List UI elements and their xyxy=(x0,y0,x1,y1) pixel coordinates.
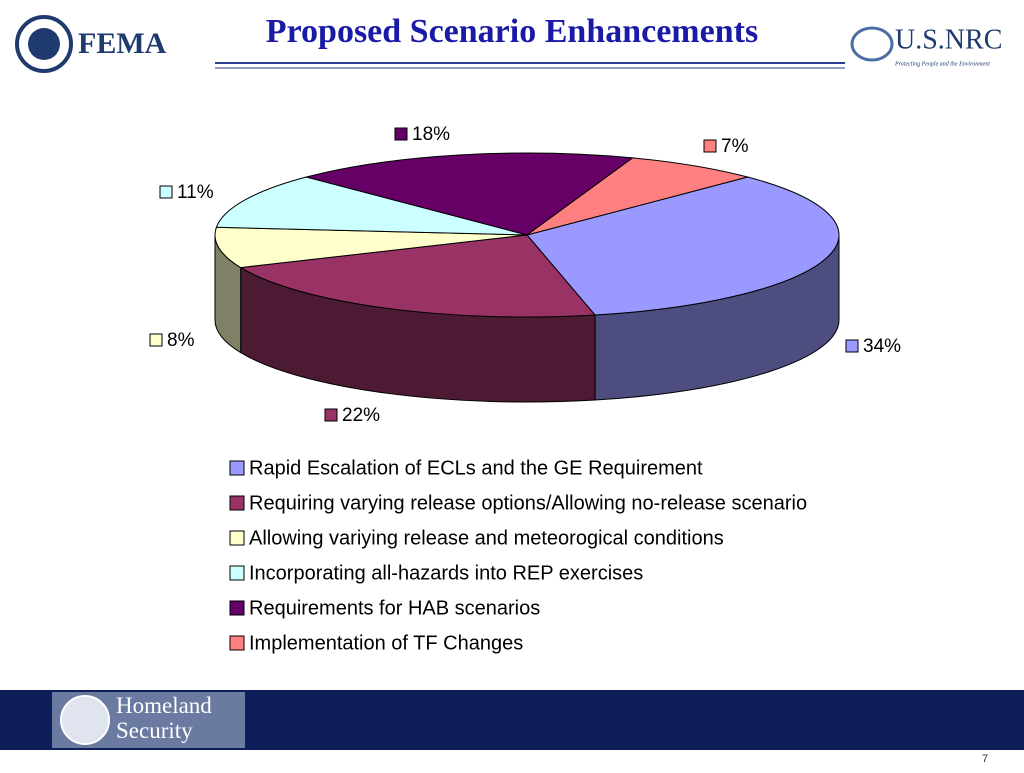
data-label: 34% xyxy=(863,336,901,357)
nrc-emblem xyxy=(850,26,894,62)
pie-slice xyxy=(239,234,597,318)
legend-key xyxy=(229,600,245,616)
pie-slice xyxy=(215,176,528,236)
data-label: 8% xyxy=(167,330,195,351)
label-key xyxy=(324,408,338,422)
legend: Rapid Escalation of ECLs and the GE Requ… xyxy=(229,457,807,654)
label-key xyxy=(159,185,173,199)
label-key xyxy=(394,127,408,141)
pie-slice xyxy=(214,226,528,269)
label-key xyxy=(703,139,717,153)
pie-chart: 34% 22% 8% 11% 18% 7% xyxy=(149,124,901,426)
legend-label: Allowing variying release and meteorogic… xyxy=(249,527,724,549)
nrc-tagline: Protecting People and the Environment xyxy=(894,61,990,67)
legend-key xyxy=(229,495,245,511)
data-label: 11% xyxy=(177,182,214,203)
data-label: 18% xyxy=(412,124,450,145)
homeland-logo-text-box: Homeland Security xyxy=(116,693,212,743)
legend-label: Requiring varying release options/Allowi… xyxy=(249,492,807,514)
label-key xyxy=(149,333,163,347)
fema-logo: FEMA xyxy=(78,27,167,60)
data-label: 22% xyxy=(342,405,380,426)
fema-seal-inner xyxy=(28,28,60,60)
label-key xyxy=(845,339,859,353)
legend-label: Rapid Escalation of ECLs and the GE Requ… xyxy=(249,457,703,479)
legend-label: Requirements for HAB scenarios xyxy=(249,597,540,619)
legend-key xyxy=(229,565,245,581)
slide-title: Proposed Scenario Enhancements xyxy=(266,13,758,50)
legend-label: Incorporating all-hazards into REP exerc… xyxy=(249,562,643,584)
nrc-logo: U.S.NRC xyxy=(895,24,1002,55)
legend-label: Implementation of TF Changes xyxy=(249,632,523,654)
pie-slice xyxy=(526,176,840,316)
legend-key xyxy=(229,530,245,546)
data-label: 7% xyxy=(721,136,749,157)
dhs-seal xyxy=(60,695,110,745)
homeland-logo: Homeland Security xyxy=(116,693,212,743)
pie-slice xyxy=(304,152,635,236)
page-number: 7 xyxy=(982,753,988,765)
legend-key xyxy=(229,635,245,651)
pie-slice xyxy=(526,157,750,236)
legend-key xyxy=(229,460,245,476)
